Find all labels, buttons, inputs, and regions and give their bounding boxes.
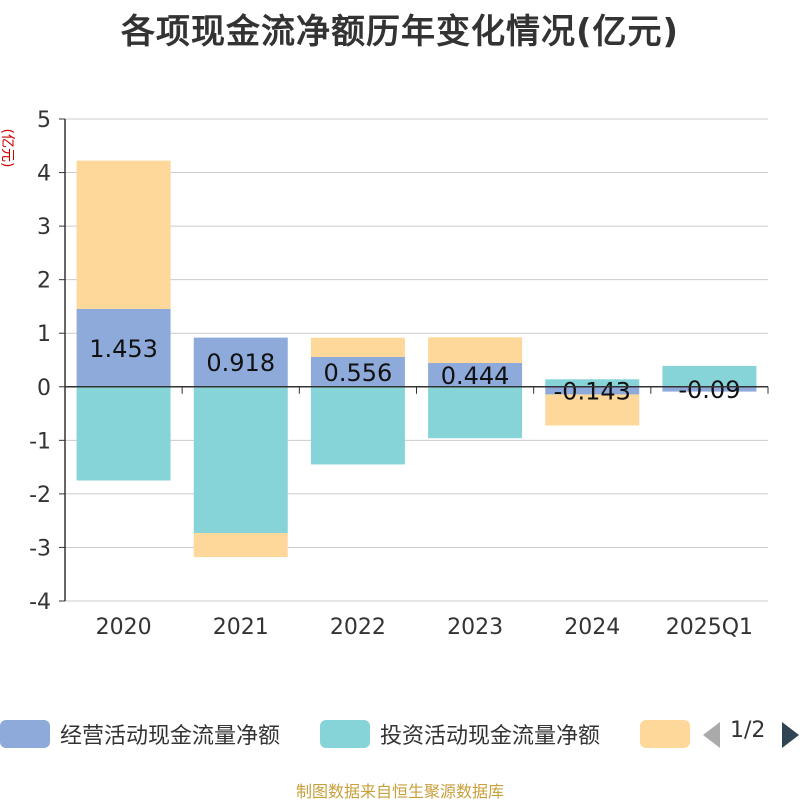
y-tick-label: -1 bbox=[29, 429, 51, 454]
bar-series-1 bbox=[193, 386, 288, 533]
x-tick-label: 2022 bbox=[330, 615, 386, 640]
bar-series-0 bbox=[76, 308, 171, 387]
data-label: 0.918 bbox=[206, 349, 275, 377]
bar-series-0 bbox=[193, 337, 288, 387]
legend-page-indicator: 1/2 bbox=[730, 718, 766, 743]
legend-swatch-third bbox=[640, 720, 690, 748]
data-label: -0.143 bbox=[554, 378, 631, 406]
data-source-note: 制图数据来自恒生聚源数据库 bbox=[295, 782, 504, 801]
legend-item-investing[interactable]: 投资活动现金流量净额 bbox=[320, 716, 600, 752]
legend-swatch-operating bbox=[0, 720, 50, 748]
legend-prev-page-icon[interactable] bbox=[703, 722, 720, 748]
bar-series-1 bbox=[662, 365, 757, 387]
data-label: 1.453 bbox=[89, 335, 158, 363]
bar-series-2 bbox=[545, 394, 640, 426]
legend: 经营活动现金流量净额 投资活动现金流量净额 bbox=[0, 716, 800, 756]
y-tick-label: -4 bbox=[29, 590, 51, 615]
bar-series-2 bbox=[76, 160, 171, 309]
y-tick-label: 2 bbox=[37, 269, 51, 294]
legend-swatch-investing bbox=[320, 720, 370, 748]
y-tick-label: 4 bbox=[37, 162, 51, 187]
y-tick-label: 0 bbox=[37, 376, 51, 401]
chart-title: 各项现金流净额历年变化情况(亿元) bbox=[120, 12, 680, 52]
data-label: -0.09 bbox=[678, 376, 740, 404]
bar-series-2 bbox=[193, 532, 288, 558]
legend-item-third[interactable] bbox=[640, 716, 690, 752]
legend-label-investing: 投资活动现金流量净额 bbox=[380, 724, 601, 749]
y-tick-label: 5 bbox=[37, 108, 51, 133]
x-tick-label: 2023 bbox=[447, 615, 503, 640]
bar-series-2 bbox=[310, 337, 405, 358]
data-label: 0.556 bbox=[324, 359, 393, 387]
y-tick-label: 1 bbox=[37, 322, 51, 347]
y-tick-label: 3 bbox=[37, 215, 51, 240]
bar-series-0 bbox=[310, 357, 405, 387]
x-tick-label: 2021 bbox=[213, 615, 269, 640]
bar-series-1 bbox=[76, 386, 171, 481]
legend-item-operating[interactable]: 经营活动现金流量净额 bbox=[0, 716, 280, 752]
bar-series-1 bbox=[310, 386, 405, 465]
bar-chart: 5 4 3 2 1 0 -1 -2 -3 -4 1.453 2020 0.918 2021 0.556 202… bbox=[29, 108, 769, 640]
legend-next-page-icon[interactable] bbox=[782, 722, 799, 748]
data-label: 0.444 bbox=[441, 362, 510, 390]
bar-series-2 bbox=[428, 337, 523, 363]
x-tick-label: 2024 bbox=[564, 615, 620, 640]
y-tick-label: -2 bbox=[29, 483, 51, 508]
bar-series-1 bbox=[545, 379, 640, 387]
bar-series-1 bbox=[428, 386, 523, 439]
legend-label-operating: 经营活动现金流量净额 bbox=[60, 724, 281, 749]
bar-series-0 bbox=[428, 362, 523, 387]
x-tick-label: 2025Q1 bbox=[666, 615, 753, 640]
bar-series-0 bbox=[545, 386, 640, 395]
x-tick-label: 2020 bbox=[96, 615, 152, 640]
y-tick-label: -3 bbox=[29, 536, 51, 561]
bar-series-0 bbox=[662, 386, 757, 392]
